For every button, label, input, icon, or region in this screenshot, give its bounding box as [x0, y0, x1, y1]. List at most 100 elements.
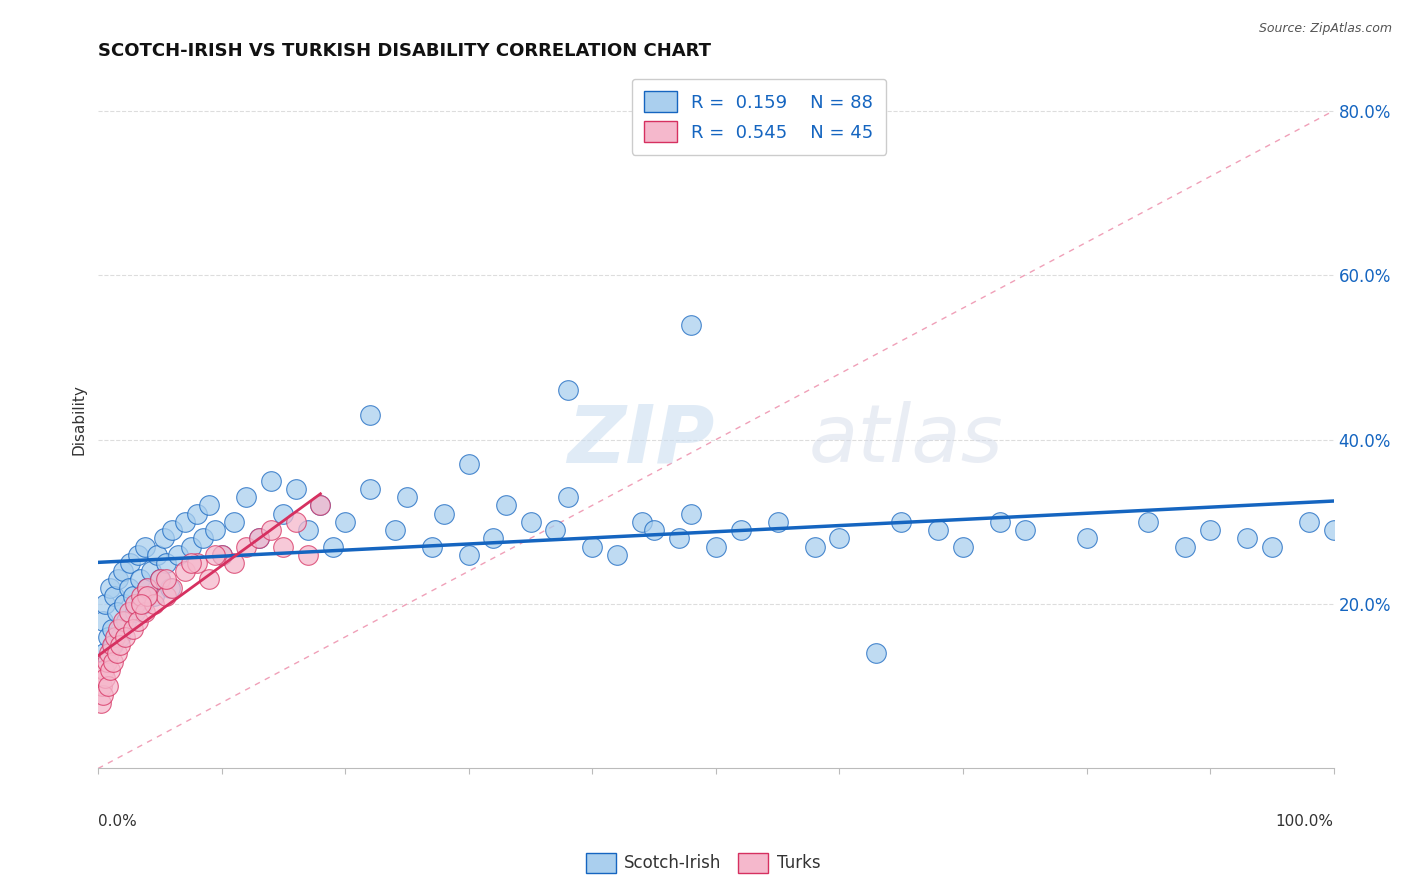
Point — [630, 515, 652, 529]
Point — [101, 638, 124, 652]
Point — [155, 573, 177, 587]
Point — [457, 458, 479, 472]
Point — [118, 581, 141, 595]
Point — [149, 573, 172, 587]
Point — [204, 548, 226, 562]
Point — [160, 523, 183, 537]
Point — [766, 515, 789, 529]
Point — [668, 531, 690, 545]
Point — [93, 663, 115, 677]
Point — [91, 688, 114, 702]
Point — [101, 655, 124, 669]
Point — [97, 679, 120, 693]
Point — [146, 548, 169, 562]
Legend: Scotch-Irish, Turks: Scotch-Irish, Turks — [579, 847, 827, 880]
Point — [204, 523, 226, 537]
Point — [97, 630, 120, 644]
Point — [134, 605, 156, 619]
Point — [1323, 523, 1346, 537]
Point — [420, 540, 443, 554]
Point — [482, 531, 505, 545]
Point — [93, 647, 115, 661]
Point — [681, 318, 703, 332]
Point — [222, 515, 245, 529]
Point — [803, 540, 825, 554]
Point — [186, 556, 208, 570]
Point — [457, 548, 479, 562]
Point — [94, 671, 117, 685]
Point — [1298, 515, 1320, 529]
Point — [136, 589, 159, 603]
Point — [110, 630, 132, 644]
Point — [247, 531, 270, 545]
Point — [952, 540, 974, 554]
Point — [100, 638, 122, 652]
Point — [173, 515, 195, 529]
Point — [121, 622, 143, 636]
Point — [273, 507, 295, 521]
Text: 0.0%: 0.0% — [98, 814, 136, 829]
Point — [121, 589, 143, 603]
Point — [152, 531, 174, 545]
Point — [114, 630, 136, 644]
Point — [284, 515, 307, 529]
Point — [581, 540, 603, 554]
Point — [100, 622, 122, 636]
Point — [129, 597, 152, 611]
Point — [103, 589, 125, 603]
Point — [828, 531, 851, 545]
Point — [160, 581, 183, 595]
Point — [890, 515, 912, 529]
Point — [643, 523, 665, 537]
Point — [606, 548, 628, 562]
Point — [495, 499, 517, 513]
Point — [544, 523, 567, 537]
Text: ZIP: ZIP — [568, 401, 714, 479]
Point — [149, 573, 172, 587]
Point — [96, 655, 118, 669]
Point — [111, 614, 134, 628]
Point — [104, 630, 127, 644]
Point — [927, 523, 949, 537]
Point — [309, 499, 332, 513]
Point — [105, 647, 128, 661]
Point — [124, 605, 146, 619]
Point — [89, 696, 111, 710]
Point — [395, 490, 418, 504]
Point — [235, 540, 257, 554]
Point — [191, 531, 214, 545]
Point — [111, 564, 134, 578]
Point — [136, 581, 159, 595]
Point — [105, 605, 128, 619]
Point — [180, 556, 202, 570]
Point — [297, 548, 319, 562]
Point — [384, 523, 406, 537]
Point — [120, 556, 142, 570]
Point — [198, 573, 221, 587]
Point — [1236, 531, 1258, 545]
Point — [433, 507, 456, 521]
Point — [186, 507, 208, 521]
Point — [1014, 523, 1036, 537]
Point — [155, 589, 177, 603]
Text: Source: ZipAtlas.com: Source: ZipAtlas.com — [1258, 22, 1392, 36]
Point — [198, 499, 221, 513]
Point — [124, 597, 146, 611]
Text: SCOTCH-IRISH VS TURKISH DISABILITY CORRELATION CHART: SCOTCH-IRISH VS TURKISH DISABILITY CORRE… — [98, 42, 711, 60]
Point — [98, 647, 121, 661]
Point — [297, 523, 319, 537]
Point — [90, 679, 112, 693]
Point — [127, 548, 149, 562]
Point — [865, 647, 887, 661]
Point — [222, 556, 245, 570]
Point — [136, 581, 159, 595]
Point — [1076, 531, 1098, 545]
Y-axis label: Disability: Disability — [72, 384, 86, 455]
Point — [118, 605, 141, 619]
Text: 100.0%: 100.0% — [1275, 814, 1334, 829]
Point — [129, 589, 152, 603]
Point — [131, 597, 153, 611]
Point — [94, 597, 117, 611]
Point — [704, 540, 727, 554]
Point — [333, 515, 356, 529]
